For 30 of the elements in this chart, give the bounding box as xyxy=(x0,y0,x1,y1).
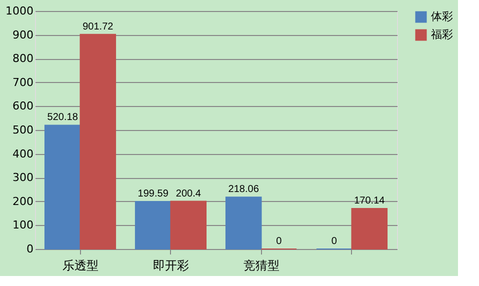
bar xyxy=(80,34,116,250)
data-label: 0 xyxy=(331,236,338,247)
y-tick-label: 400 xyxy=(12,147,34,160)
legend-label: 体彩 xyxy=(431,10,453,23)
data-label: 200.4 xyxy=(176,188,202,200)
y-tick-label: 100 xyxy=(12,218,34,232)
data-label: 199.59 xyxy=(138,188,169,200)
y-tick-label: 800 xyxy=(12,52,34,66)
data-label: 218.06 xyxy=(228,184,260,196)
y-tick-label: 700 xyxy=(12,76,34,89)
y-tick-label: 500 xyxy=(12,124,34,136)
y-tick-label: 1000 xyxy=(6,4,34,18)
bar xyxy=(225,196,262,250)
bar xyxy=(351,208,388,250)
bar xyxy=(44,124,81,250)
data-label: 170.14 xyxy=(354,196,386,207)
y-tick-label: 0 xyxy=(26,242,34,256)
x-tick-label: 竞猜型 xyxy=(243,258,280,272)
data-label: 901.72 xyxy=(82,21,114,32)
data-label: 0 xyxy=(276,236,282,247)
y-tick-label: 600 xyxy=(12,100,34,113)
data-label: 520.18 xyxy=(47,112,78,124)
x-tick-label: 即开彩 xyxy=(152,258,189,272)
x-tick-label: 乐透型 xyxy=(62,258,98,272)
bar xyxy=(134,201,172,250)
y-tick-label: 900 xyxy=(12,28,34,42)
legend-label: 福彩 xyxy=(431,28,453,41)
bar xyxy=(170,200,207,250)
y-tick-label: 200 xyxy=(12,194,34,208)
y-tick-label: 300 xyxy=(12,171,34,184)
